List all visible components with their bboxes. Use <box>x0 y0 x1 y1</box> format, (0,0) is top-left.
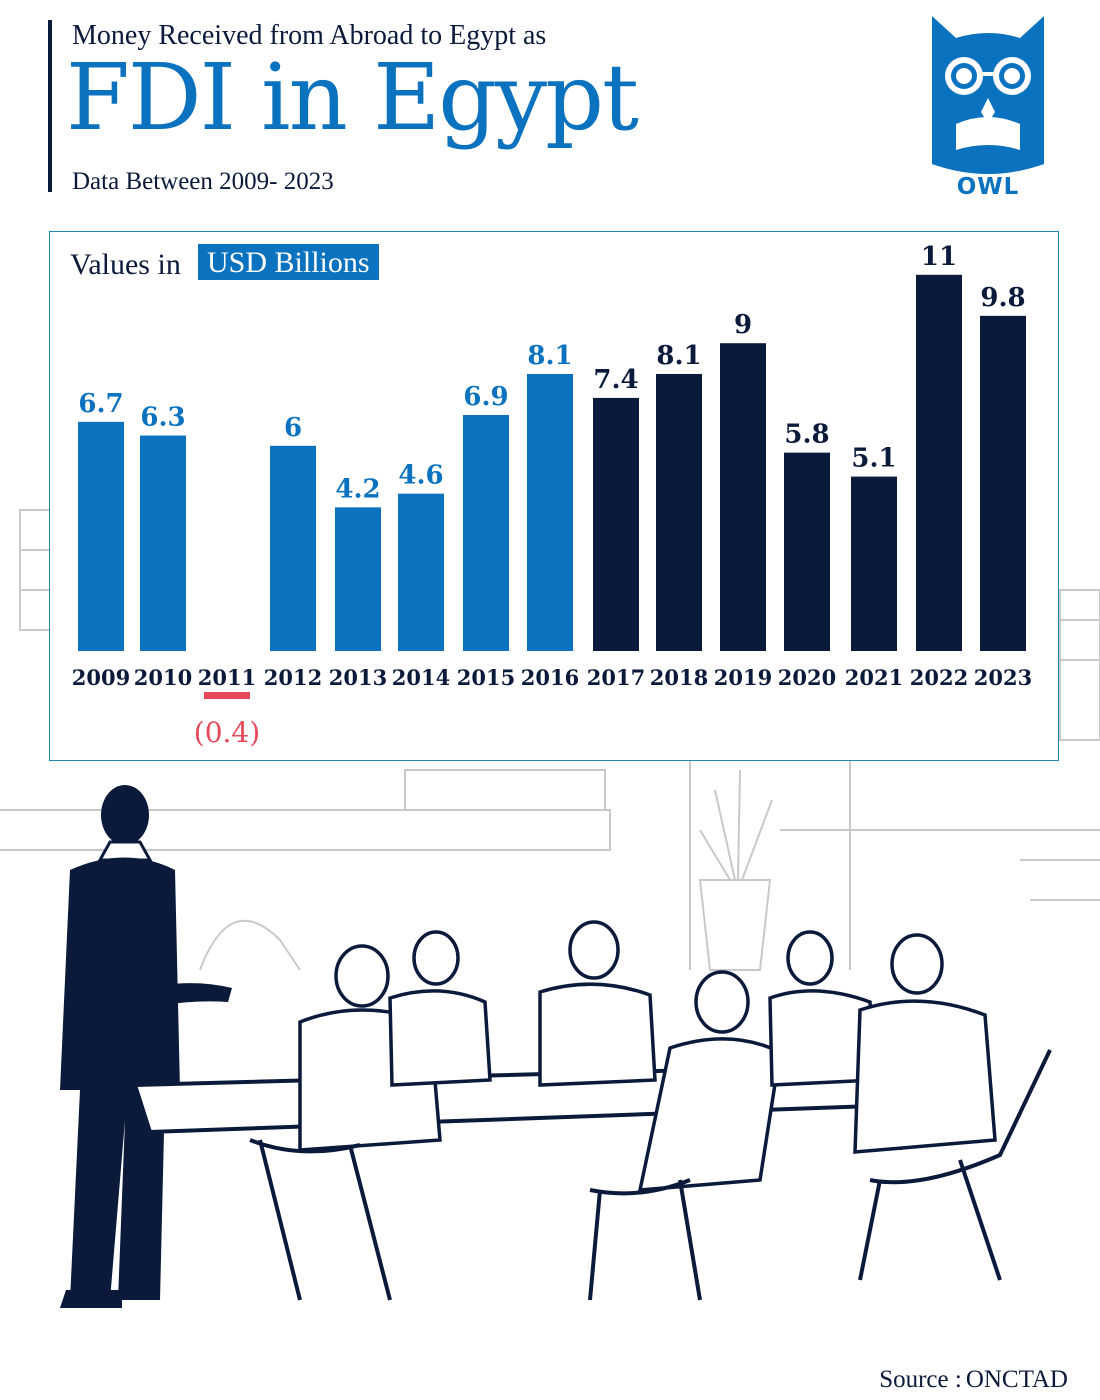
value-label-2022: 11 <box>921 242 957 272</box>
x-tick-2013: 2013 <box>329 665 387 690</box>
seated-person-2 <box>388 930 492 1087</box>
x-tick-2010: 2010 <box>134 665 192 690</box>
x-tick-2017: 2017 <box>587 665 645 690</box>
chart-unit-badge: USD Billions <box>198 244 379 280</box>
seated-person-6 <box>853 933 997 1154</box>
bar-2017 <box>593 397 639 651</box>
bar-2009 <box>78 421 124 651</box>
value-label-2013: 4.2 <box>335 474 380 504</box>
bar-2014 <box>398 493 444 651</box>
x-tick-2018: 2018 <box>650 665 708 690</box>
source-label: Source : <box>879 1366 962 1393</box>
seated-person-4 <box>637 970 782 1192</box>
x-tick-2016: 2016 <box>521 665 579 690</box>
x-tick-2012: 2012 <box>264 665 322 690</box>
bar-2021 <box>851 476 897 651</box>
source-credit: Source : ONCTAD <box>875 1366 1068 1394</box>
office-background-illustration <box>0 509 1100 971</box>
bar-2013 <box>335 507 381 651</box>
bar-2016 <box>527 373 573 651</box>
bar-2015 <box>463 415 509 651</box>
value-label-2023: 9.8 <box>980 283 1025 313</box>
bar-2022 <box>916 274 962 651</box>
header-accent-bar <box>48 20 52 192</box>
x-tick-2011: 2011 <box>198 665 256 690</box>
seated-person-5 <box>768 930 877 1087</box>
bar-2012 <box>270 445 316 651</box>
value-label-2009: 6.7 <box>78 389 123 419</box>
value-label-2019: 9 <box>734 310 752 340</box>
value-label-2017: 7.4 <box>593 365 638 395</box>
value-label-2014: 4.6 <box>398 461 443 491</box>
value-label-2010: 6.3 <box>140 403 185 433</box>
business-meeting-illustration <box>60 785 1052 1308</box>
value-label-2021: 5.1 <box>851 444 896 474</box>
x-tick-2009: 2009 <box>72 665 130 690</box>
bar-2019 <box>720 343 766 651</box>
header-subtitle-top: Money Received from Abroad to Egypt as <box>72 20 547 51</box>
logo-text: OWL <box>956 174 1020 200</box>
bar-2010 <box>140 435 186 651</box>
bar-2018 <box>656 373 702 651</box>
bar-2011 <box>204 692 250 699</box>
presenter-figure <box>60 785 232 1308</box>
fdi-bar-chart: 6.7 2009 6.3 2010 (0.4) 2011 6 2012 4.2 2013 4.6 20… <box>72 242 1032 749</box>
seated-person-3 <box>538 920 657 1087</box>
chart-unit-prefix: Values in <box>70 248 181 281</box>
value-label-2020: 5.8 <box>784 420 829 450</box>
x-tick-2022: 2022 <box>910 665 968 690</box>
x-tick-2014: 2014 <box>392 665 450 690</box>
value-label-2015: 6.9 <box>463 382 508 412</box>
value-label-2012: 6 <box>284 413 302 443</box>
x-tick-2019: 2019 <box>714 665 772 690</box>
x-tick-2023: 2023 <box>974 665 1032 690</box>
bar-2023 <box>980 315 1026 651</box>
page-title: FDI in Egypt <box>66 44 639 151</box>
owl-icon <box>932 16 1044 174</box>
value-label-2018: 8.1 <box>656 341 701 371</box>
x-tick-2021: 2021 <box>845 665 903 690</box>
x-tick-2015: 2015 <box>457 665 515 690</box>
source-value: ONCTAD <box>965 1366 1068 1393</box>
value-label-2016: 8.1 <box>527 341 572 371</box>
value-label-2011: (0.4) <box>194 716 260 749</box>
header-subtitle-bottom: Data Between 2009- 2023 <box>72 168 334 195</box>
x-tick-2020: 2020 <box>778 665 836 690</box>
bar-2020 <box>784 452 830 651</box>
